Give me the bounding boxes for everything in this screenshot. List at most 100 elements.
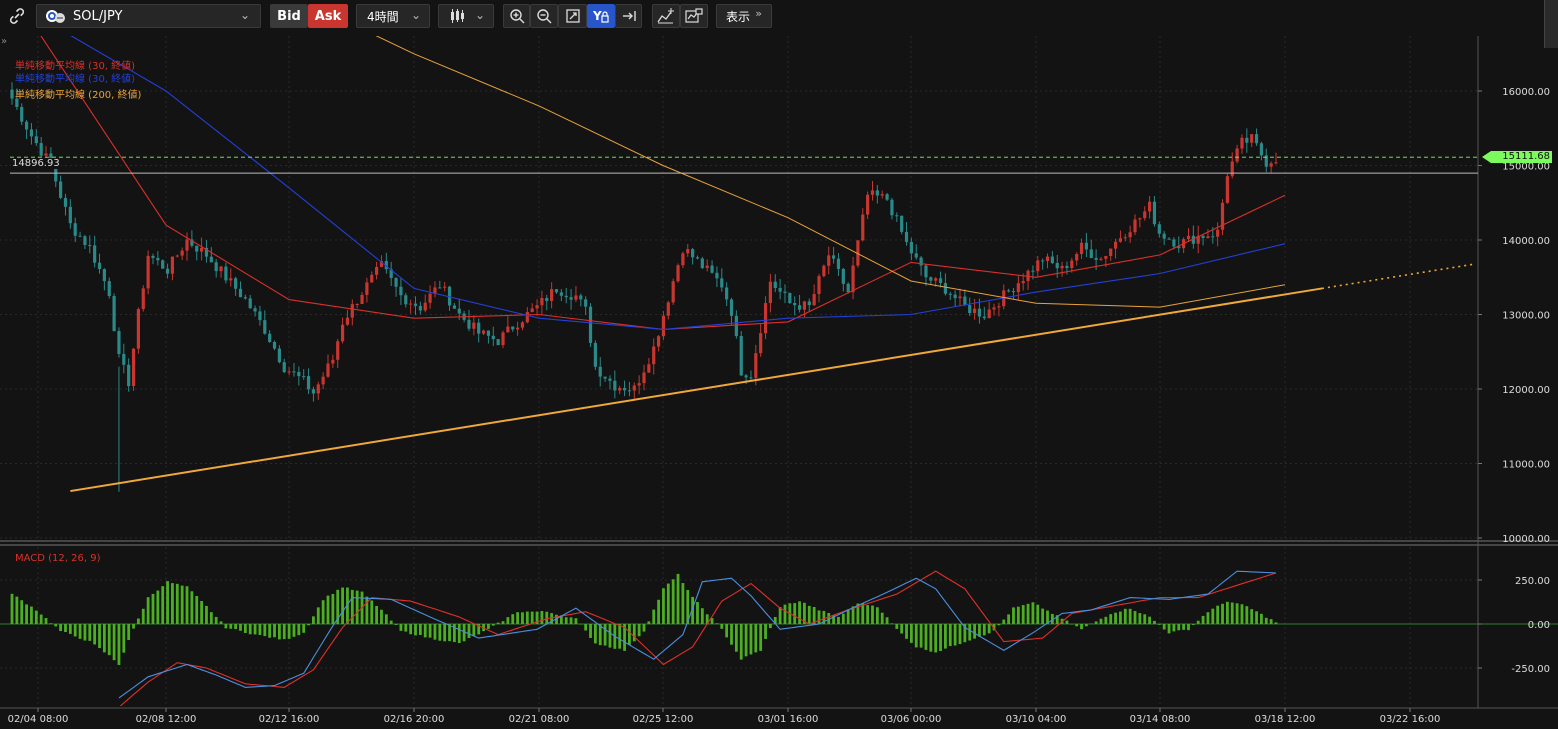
- timeframe-selector[interactable]: 4時間 ⌄: [356, 4, 430, 28]
- candle-body: [170, 256, 175, 274]
- candle-body: [238, 288, 243, 298]
- candle-body: [569, 297, 573, 300]
- macd-histogram-bar: [1264, 617, 1268, 624]
- fit-screen-icon[interactable]: [558, 4, 587, 28]
- candle-body: [807, 301, 811, 306]
- candle-body: [78, 235, 82, 237]
- macd-histogram-bar: [137, 618, 140, 624]
- macd-histogram-bar: [603, 624, 607, 646]
- macd-histogram-bar: [1245, 606, 1249, 624]
- macd-histogram-bar: [287, 624, 291, 639]
- candle-body: [204, 247, 209, 257]
- candle-body: [336, 341, 340, 360]
- candle-body: [1099, 258, 1103, 260]
- candle-body: [1007, 290, 1011, 292]
- macd-histogram-bar: [54, 624, 58, 627]
- candle-body: [1011, 291, 1016, 293]
- macd-histogram-bar: [997, 624, 1001, 626]
- ask-button[interactable]: Ask: [308, 4, 348, 28]
- candle-body: [83, 236, 87, 246]
- candle-body: [797, 305, 802, 310]
- macd-histogram-bar: [253, 624, 257, 635]
- candle-body: [306, 376, 311, 390]
- y-axis-lock-icon[interactable]: Y: [587, 4, 615, 28]
- candle-body: [924, 265, 928, 278]
- candle-body: [1050, 256, 1054, 264]
- macd-histogram-bar: [98, 624, 101, 649]
- candle-body: [909, 241, 913, 254]
- candle-body: [365, 282, 369, 295]
- chevron-down-icon: ⌄: [239, 8, 250, 22]
- candle-body: [739, 336, 743, 376]
- macd-signal-line: [119, 570, 1277, 706]
- macd-histogram-bar: [477, 624, 481, 635]
- candle-body: [418, 305, 422, 311]
- macd-histogram-bar: [623, 624, 626, 651]
- candle-body: [433, 287, 437, 294]
- chart-type-selector[interactable]: ⌄: [438, 4, 494, 28]
- display-menu-button[interactable]: 表示 »: [716, 4, 772, 28]
- chart-area[interactable]: 16000.00 15000.00 14000.00 13000.00 12000.00…: [0, 34, 1558, 729]
- symbol-label: SOL/JPY: [73, 8, 123, 24]
- zoom-out-icon[interactable]: [530, 4, 558, 28]
- candle-body: [520, 322, 525, 328]
- macd-histogram-bar: [511, 614, 515, 624]
- macd-histogram-bar: [394, 624, 398, 625]
- candle-body: [817, 276, 821, 295]
- link-icon[interactable]: [6, 5, 28, 27]
- macd-histogram-bar: [156, 590, 160, 624]
- time-tick-label: 03/01 16:00: [758, 714, 819, 725]
- macd-histogram-bar: [671, 579, 675, 624]
- macd-histogram-bar: [982, 624, 986, 636]
- timeframe-label: 4時間: [367, 9, 399, 24]
- macd-histogram-bar: [948, 624, 952, 647]
- macd-histogram-bar: [1211, 608, 1215, 624]
- symbol-selector[interactable]: SOL/JPY ⌄: [36, 4, 261, 28]
- candle-body: [977, 308, 982, 317]
- candle-body: [1186, 235, 1191, 240]
- macd-histogram-bar: [914, 624, 918, 648]
- add-indicator-icon[interactable]: [652, 4, 680, 28]
- candle-body: [972, 308, 977, 314]
- legend-ma30-red: 単純移動平均線 (30, 終値): [15, 61, 136, 72]
- scroll-end-icon[interactable]: [615, 4, 642, 28]
- current-price-arrow: [1482, 151, 1491, 163]
- candle-body: [671, 281, 675, 303]
- macd-histogram-bar: [637, 624, 641, 637]
- macd-histogram-bar: [122, 624, 126, 653]
- candle-body: [778, 288, 782, 292]
- compare-icon[interactable]: [680, 4, 708, 28]
- macd-histogram-bar: [676, 573, 680, 624]
- bid-button[interactable]: Bid: [270, 4, 308, 28]
- candle-body: [457, 308, 461, 314]
- candle-body: [282, 362, 286, 373]
- collapse-arrows-icon[interactable]: »: [1, 36, 8, 47]
- candle-body: [175, 255, 179, 257]
- macd-histogram-bar: [817, 610, 821, 624]
- macd-histogram-bar: [963, 624, 967, 643]
- macd-histogram-bar: [744, 624, 748, 657]
- macd-histogram-bar: [759, 624, 763, 651]
- macd-histogram-bar: [734, 624, 738, 652]
- macd-histogram-bar: [49, 623, 53, 624]
- candle-body: [720, 278, 724, 288]
- macd-histogram-bar: [350, 589, 354, 624]
- candle-body: [686, 249, 690, 254]
- candle-body: [1094, 257, 1098, 260]
- macd-histogram-bar: [866, 605, 870, 624]
- candle-body: [1162, 233, 1166, 239]
- candle-body: [413, 303, 418, 306]
- macd-histogram-bar: [555, 614, 558, 624]
- macd-histogram-bar: [93, 624, 97, 645]
- candle-body: [423, 302, 427, 311]
- candle-body: [997, 306, 1001, 308]
- macd-histogram-bar: [749, 624, 753, 655]
- macd-histogram-bar: [895, 624, 899, 629]
- zoom-in-icon[interactable]: [503, 4, 530, 28]
- panel-toggle-icon[interactable]: [1544, 0, 1558, 48]
- macd-histogram-bar: [467, 624, 471, 638]
- macd-histogram-bar: [1250, 609, 1254, 624]
- candle-body: [1264, 155, 1268, 167]
- candle-body: [666, 302, 670, 316]
- macd-histogram-bar: [871, 605, 874, 624]
